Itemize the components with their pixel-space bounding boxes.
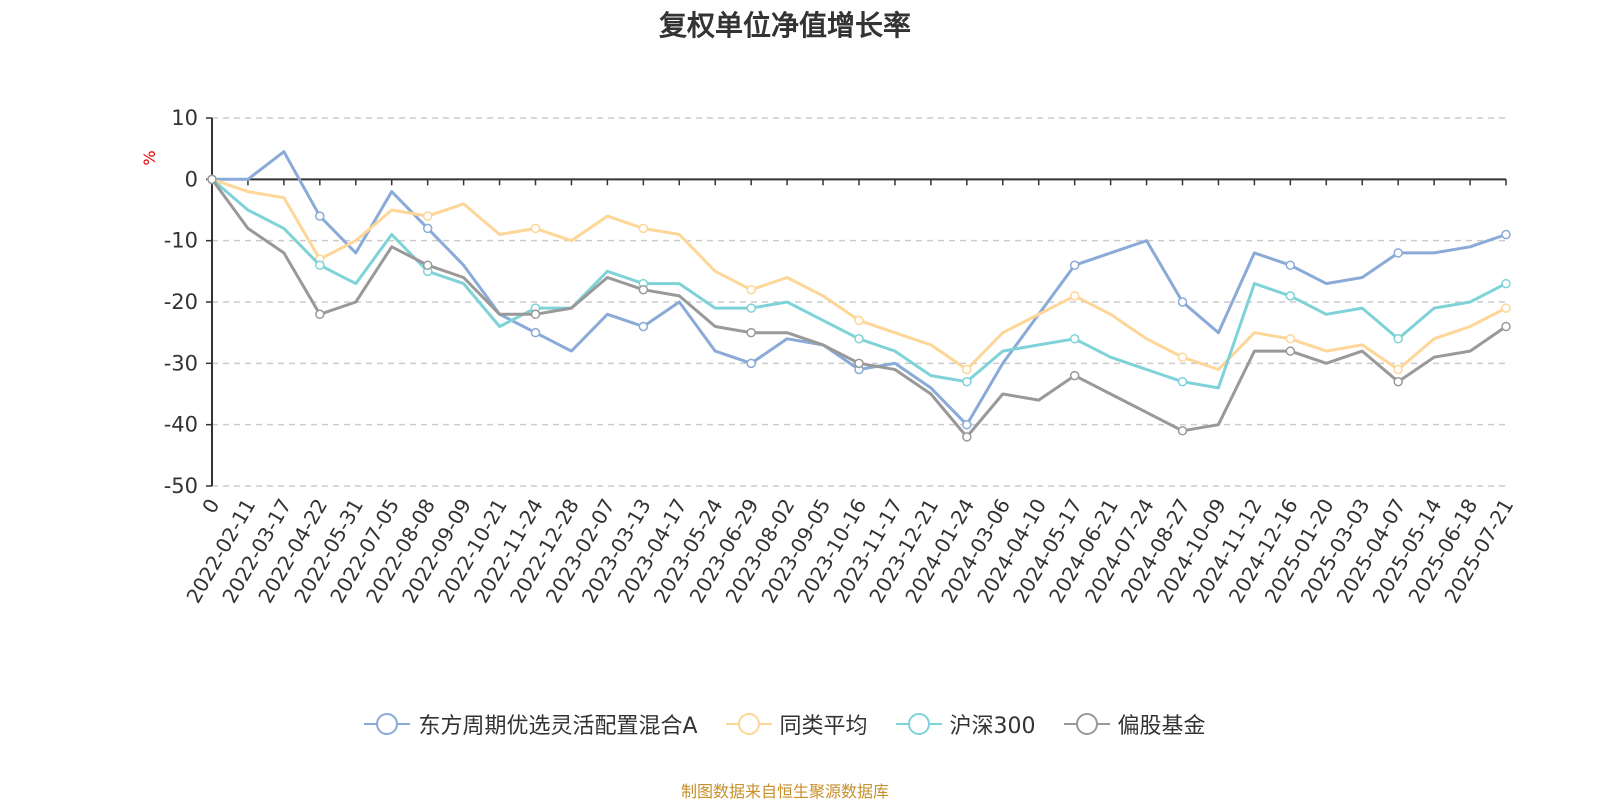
- data-point: [207, 174, 217, 185]
- legend-item[interactable]: 东方周期优选灵活配置混合A: [364, 708, 698, 740]
- data-point: [1285, 291, 1296, 301]
- data-point: [422, 223, 433, 234]
- y-tick-label: 0: [185, 167, 198, 191]
- source-note: 制图数据来自恒生聚源数据库: [680, 782, 889, 801]
- legend-label: 偏股基金: [1117, 714, 1206, 739]
- data-point: [530, 309, 541, 320]
- data-point: [1069, 334, 1080, 344]
- data-point: [962, 376, 972, 387]
- legend-item[interactable]: 偏股基金: [1063, 708, 1206, 740]
- x-tick-label: 0: [197, 495, 224, 518]
- data-point: [746, 327, 756, 338]
- data-point: [315, 260, 325, 270]
- legend-swatch-icon: [364, 712, 411, 736]
- data-point: [1069, 260, 1080, 270]
- data-point: [1285, 334, 1296, 344]
- data-point: [854, 315, 864, 326]
- y-tick-label: -40: [164, 413, 198, 437]
- data-point: [1393, 364, 1403, 375]
- data-point: [1501, 303, 1511, 313]
- data-point: [315, 211, 325, 221]
- tick-labels: 100-10-20-30-40-50%02022-02-112022-03-17…: [140, 106, 1518, 607]
- data-point: [962, 432, 972, 442]
- data-point: [1069, 370, 1080, 381]
- legend-item[interactable]: 同类平均: [725, 708, 868, 740]
- chart-title: 复权单位净值增长率: [658, 9, 911, 42]
- y-tick-label: 10: [171, 106, 198, 130]
- y-axis-unit: %: [140, 150, 159, 165]
- data-point: [1501, 321, 1511, 332]
- legend-swatch-icon: [1063, 712, 1110, 736]
- legend-swatch-icon: [725, 712, 772, 736]
- data-point: [746, 303, 756, 313]
- data-point: [422, 211, 433, 221]
- series-lines: [207, 150, 1511, 442]
- data-point: [1177, 352, 1188, 362]
- data-point: [315, 309, 325, 320]
- data-point: [1285, 260, 1296, 270]
- data-point: [1393, 376, 1403, 387]
- y-tick-label: -10: [164, 229, 198, 253]
- y-tick-label: -50: [164, 474, 198, 498]
- data-point: [422, 260, 433, 270]
- data-point: [530, 327, 541, 338]
- data-point: [1177, 376, 1188, 387]
- data-point: [638, 321, 649, 332]
- legend: 东方周期优选灵活配置混合A 同类平均 沪深300 偏股基金: [0, 708, 1570, 740]
- data-point: [1393, 334, 1403, 344]
- data-point: [962, 419, 972, 430]
- grid-lines: [212, 117, 1506, 487]
- data-point: [1501, 229, 1511, 240]
- data-point: [638, 223, 649, 234]
- legend-label: 沪深300: [949, 714, 1036, 739]
- legend-item[interactable]: 沪深300: [895, 708, 1036, 740]
- data-point: [1501, 278, 1511, 289]
- legend-label: 同类平均: [779, 714, 868, 739]
- data-point: [962, 364, 972, 375]
- data-point: [1069, 291, 1080, 301]
- data-point: [1177, 297, 1188, 307]
- data-point: [638, 284, 649, 295]
- line-chart: 100-10-20-30-40-50%02022-02-112022-03-17…: [140, 106, 1518, 607]
- y-tick-label: -30: [164, 351, 198, 375]
- data-point: [746, 284, 756, 295]
- legend-label: 东方周期优选灵活配置混合A: [418, 714, 698, 739]
- data-point: [1285, 346, 1296, 356]
- y-tick-label: -20: [164, 290, 198, 314]
- data-point: [854, 358, 864, 369]
- data-point: [746, 358, 756, 369]
- data-point: [854, 334, 864, 344]
- legend-swatch-icon: [895, 712, 942, 736]
- series-line: [212, 150, 1507, 427]
- data-point: [1393, 248, 1403, 258]
- data-point: [1177, 426, 1188, 436]
- series-line: [211, 178, 1507, 390]
- data-point: [530, 223, 541, 234]
